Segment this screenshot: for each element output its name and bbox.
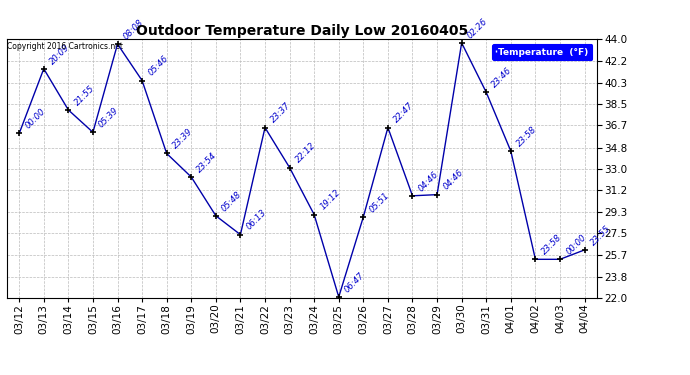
Text: 08:08: 08:08 [121, 18, 146, 41]
Text: 20:09: 20:09 [48, 42, 72, 66]
Text: 05:48: 05:48 [220, 189, 244, 213]
Text: 04:46: 04:46 [417, 170, 440, 193]
Text: 19:12: 19:12 [318, 188, 342, 212]
Text: 23:58: 23:58 [540, 233, 563, 256]
Text: 23:39: 23:39 [171, 127, 195, 151]
Text: 00:00: 00:00 [23, 107, 47, 131]
Text: 21:55: 21:55 [72, 84, 96, 107]
Title: Outdoor Temperature Daily Low 20160405: Outdoor Temperature Daily Low 20160405 [136, 24, 468, 38]
Text: 06:13: 06:13 [244, 208, 268, 232]
Text: 22:47: 22:47 [392, 101, 415, 125]
Text: 06:47: 06:47 [343, 271, 366, 294]
Text: 22:12: 22:12 [294, 141, 317, 165]
Text: 05:51: 05:51 [368, 190, 391, 214]
Text: 23:37: 23:37 [269, 101, 293, 125]
Text: Copyright 2016 Cartronics.net: Copyright 2016 Cartronics.net [8, 42, 124, 51]
Text: 05:46: 05:46 [146, 54, 170, 78]
Legend: Temperature  (°F): Temperature (°F) [492, 44, 592, 60]
Text: 04:46: 04:46 [441, 168, 465, 192]
Text: 23:58: 23:58 [515, 125, 539, 148]
Text: 00:00: 00:00 [564, 233, 588, 256]
Text: 23:54: 23:54 [195, 151, 219, 174]
Text: 05:39: 05:39 [97, 106, 121, 129]
Text: 23:55: 23:55 [589, 224, 612, 247]
Text: 23:46: 23:46 [491, 66, 514, 90]
Text: 02:26: 02:26 [466, 16, 489, 40]
